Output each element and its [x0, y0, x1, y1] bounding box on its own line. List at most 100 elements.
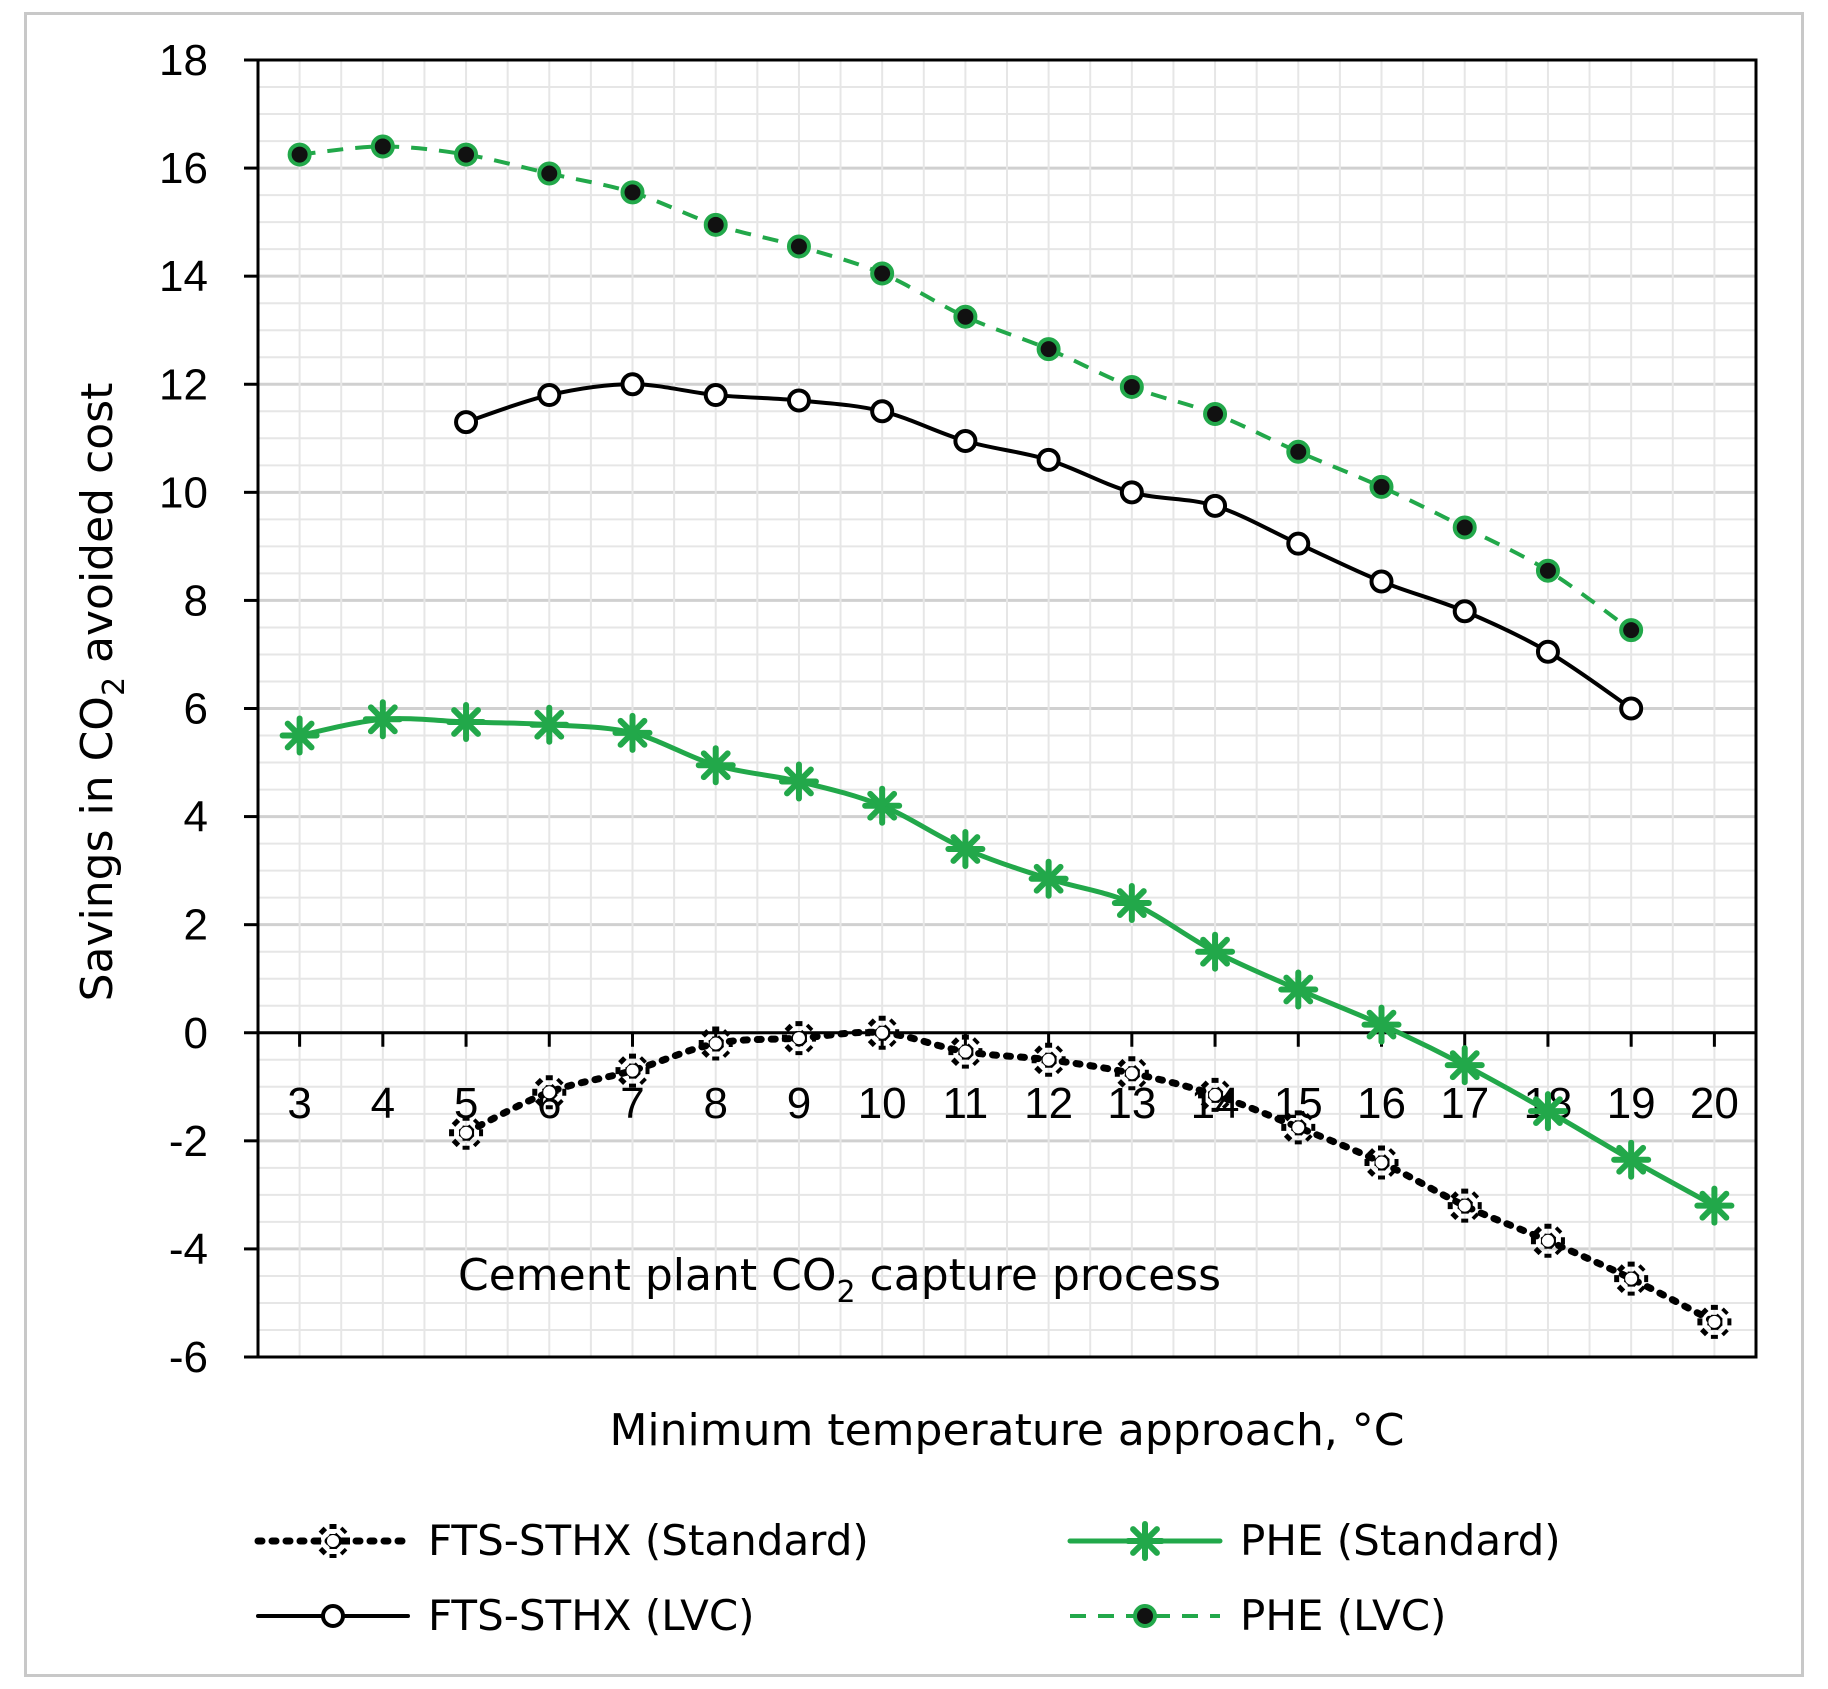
- data-point: [446, 702, 487, 743]
- data-point: [1447, 1188, 1482, 1223]
- x-axis-title: Minimum temperature approach, °C: [609, 1405, 1404, 1456]
- data-point: [865, 1015, 900, 1050]
- y-tick-label: 4: [184, 793, 208, 842]
- data-point: [362, 699, 403, 740]
- legend: FTS-STHX (Standard) FTS-STHX (LVC) PHE (St…: [254, 1516, 1561, 1640]
- marker-center: [460, 1126, 473, 1139]
- data-point: [1697, 1304, 1732, 1339]
- marker-center: [327, 1535, 339, 1547]
- legend-item: FTS-STHX (Standard): [254, 1516, 869, 1565]
- data-point: [287, 142, 312, 167]
- data-point: [1195, 931, 1236, 972]
- x-tick-label: 20: [1690, 1079, 1739, 1128]
- x-tick-label: 4: [371, 1079, 395, 1128]
- data-point: [953, 304, 978, 329]
- series-line: [462, 1028, 1718, 1326]
- legend-item: PHE (LVC): [1070, 1591, 1446, 1640]
- y-tick-labels: -6 -4 -2 0 2 4 6 8 10 12 14 16 18: [159, 36, 208, 1382]
- data-point: [786, 388, 811, 413]
- y-axis-title: Savings in CO2 avoided cost: [72, 383, 132, 1002]
- series-phe-lvc: [287, 134, 1644, 643]
- y-tick-label: 6: [184, 685, 208, 734]
- data-point: [316, 1524, 350, 1558]
- data-point: [1286, 439, 1311, 464]
- x-tick-label: 10: [858, 1079, 907, 1128]
- data-point: [1133, 1604, 1157, 1628]
- x-tick-label: 12: [1024, 1079, 1073, 1128]
- data-point: [1119, 480, 1144, 505]
- grid-lines: [258, 60, 1756, 1357]
- data-point: [703, 383, 728, 408]
- data-point: [870, 399, 895, 424]
- legend-label: FTS-STHX (LVC): [428, 1591, 755, 1640]
- data-point: [1452, 515, 1477, 540]
- data-point: [1369, 474, 1394, 499]
- legend-item: PHE (Standard): [1067, 1516, 1561, 1565]
- data-point: [537, 383, 562, 408]
- marker-center: [1125, 1067, 1138, 1080]
- series-fts-sthx-standard: [449, 1015, 1732, 1339]
- data-point: [1444, 1045, 1485, 1086]
- data-point: [620, 180, 645, 205]
- data-point: [454, 142, 479, 167]
- data-point: [612, 712, 653, 753]
- data-point: [529, 704, 570, 745]
- data-point: [1278, 969, 1319, 1010]
- data-point: [1036, 447, 1061, 472]
- marker-center: [1458, 1199, 1471, 1212]
- data-point: [778, 761, 819, 802]
- y-tick-label: -2: [169, 1117, 208, 1166]
- marker-center: [709, 1037, 722, 1050]
- legend-label: PHE (LVC): [1240, 1591, 1446, 1640]
- data-point: [1452, 599, 1477, 624]
- data-point: [1614, 1261, 1649, 1296]
- data-point: [703, 212, 728, 237]
- marker-center: [543, 1086, 556, 1099]
- y-tick-label: 0: [184, 1009, 208, 1058]
- data-point: [279, 715, 320, 756]
- data-point: [1203, 493, 1228, 518]
- marker-center: [1375, 1156, 1388, 1169]
- data-point: [945, 829, 986, 870]
- x-tick-label: 9: [787, 1079, 811, 1128]
- marker-center: [626, 1064, 639, 1077]
- data-point: [1198, 1077, 1233, 1112]
- data-point: [615, 1053, 650, 1088]
- marker-center: [1292, 1121, 1305, 1134]
- data-point: [1281, 1110, 1316, 1145]
- data-point: [537, 161, 562, 186]
- x-tick-label: 14: [1191, 1079, 1240, 1128]
- data-point: [1111, 883, 1152, 924]
- marker-center: [1625, 1272, 1638, 1285]
- data-point: [454, 410, 479, 435]
- y-tick-label: 12: [159, 360, 208, 409]
- data-point: [786, 234, 811, 259]
- legend-label: PHE (Standard): [1240, 1516, 1561, 1565]
- marker-center: [1042, 1053, 1055, 1066]
- data-point: [1119, 374, 1144, 399]
- data-point: [1530, 1223, 1565, 1258]
- data-point: [321, 1604, 345, 1628]
- y-tick-label: 16: [159, 144, 208, 193]
- x-tick-labels: 3 4 5 6 7 8 9 10 11 12 13 14 15 16 17 18 19 20: [287, 1079, 1738, 1128]
- data-point: [1031, 1042, 1066, 1077]
- x-tick-label: 11: [943, 1079, 989, 1128]
- data-point: [1619, 618, 1644, 643]
- marker-center: [792, 1032, 805, 1045]
- data-point: [695, 745, 736, 786]
- data-point: [870, 261, 895, 286]
- legend-label: FTS-STHX (Standard): [428, 1516, 869, 1565]
- x-tick-label: 19: [1607, 1079, 1656, 1128]
- y-tick-label: 10: [159, 468, 208, 517]
- data-point: [1203, 401, 1228, 426]
- data-point: [1369, 569, 1394, 594]
- data-point: [1361, 1004, 1402, 1045]
- data-point: [370, 134, 395, 159]
- series-phe-standard: [279, 699, 1735, 1226]
- data-point: [1611, 1139, 1652, 1180]
- data-point: [1036, 337, 1061, 362]
- data-point: [1694, 1185, 1735, 1226]
- data-point: [862, 785, 903, 826]
- data-point: [1619, 696, 1644, 721]
